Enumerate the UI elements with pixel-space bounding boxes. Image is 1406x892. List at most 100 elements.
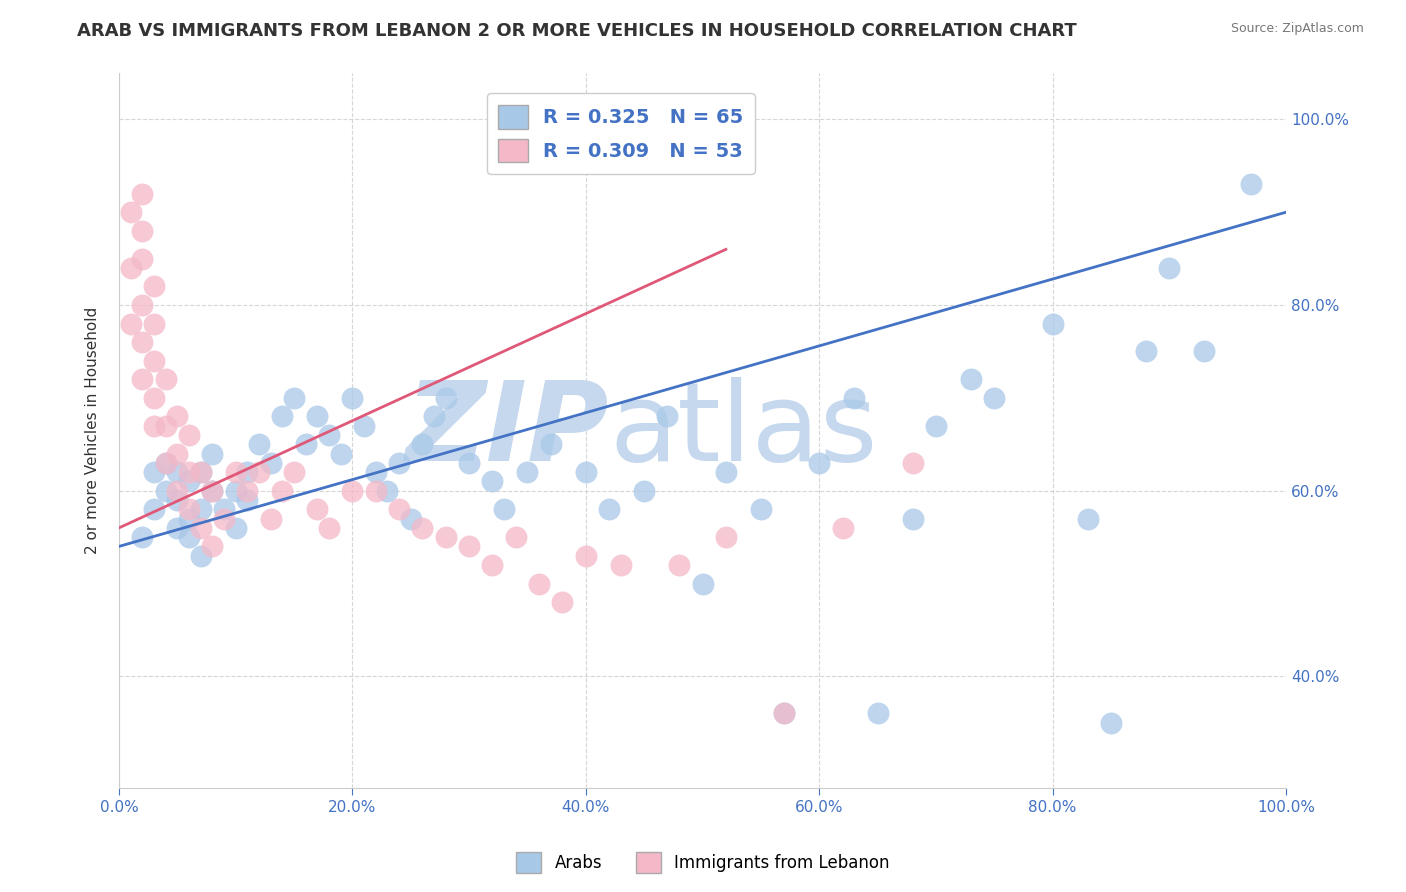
Point	[1159, 260, 1181, 275]
Point	[1077, 511, 1099, 525]
Point	[598, 502, 620, 516]
Point	[808, 456, 831, 470]
Point	[131, 224, 153, 238]
Point	[575, 465, 598, 479]
Point	[1042, 317, 1064, 331]
Point	[411, 437, 433, 451]
Point	[190, 521, 212, 535]
Point	[271, 409, 294, 424]
Point	[155, 372, 177, 386]
Text: atlas: atlas	[609, 376, 877, 483]
Point	[143, 465, 166, 479]
Point	[212, 511, 235, 525]
Point	[271, 483, 294, 498]
Y-axis label: 2 or more Vehicles in Household: 2 or more Vehicles in Household	[86, 307, 100, 554]
Point	[1135, 344, 1157, 359]
Point	[458, 456, 481, 470]
Point	[294, 437, 316, 451]
Point	[120, 205, 142, 219]
Point	[527, 576, 550, 591]
Point	[307, 502, 329, 516]
Point	[307, 409, 329, 424]
Point	[190, 502, 212, 516]
Point	[388, 456, 411, 470]
Point	[236, 493, 259, 508]
Point	[377, 483, 399, 498]
Point	[844, 391, 866, 405]
Point	[143, 279, 166, 293]
Point	[131, 298, 153, 312]
Point	[166, 446, 188, 460]
Point	[773, 706, 796, 721]
Point	[143, 418, 166, 433]
Point	[225, 521, 247, 535]
Point	[283, 465, 305, 479]
Point	[353, 418, 375, 433]
Point	[166, 493, 188, 508]
Point	[364, 483, 387, 498]
Point	[551, 595, 574, 609]
Point	[190, 549, 212, 563]
Point	[494, 502, 516, 516]
Text: ARAB VS IMMIGRANTS FROM LEBANON 2 OR MORE VEHICLES IN HOUSEHOLD CORRELATION CHAR: ARAB VS IMMIGRANTS FROM LEBANON 2 OR MOR…	[77, 22, 1077, 40]
Point	[247, 465, 270, 479]
Point	[342, 391, 364, 405]
Point	[247, 437, 270, 451]
Point	[131, 372, 153, 386]
Point	[201, 483, 224, 498]
Point	[260, 456, 283, 470]
Point	[1194, 344, 1216, 359]
Point	[633, 483, 655, 498]
Point	[177, 475, 200, 489]
Point	[657, 409, 679, 424]
Point	[481, 475, 503, 489]
Point	[143, 391, 166, 405]
Point	[260, 511, 283, 525]
Point	[190, 465, 212, 479]
Point	[434, 391, 457, 405]
Point	[505, 530, 527, 544]
Text: Source: ZipAtlas.com: Source: ZipAtlas.com	[1230, 22, 1364, 36]
Point	[143, 317, 166, 331]
Point	[166, 409, 188, 424]
Point	[236, 465, 259, 479]
Point	[166, 521, 188, 535]
Point	[714, 465, 737, 479]
Point	[131, 252, 153, 266]
Point	[983, 391, 1005, 405]
Point	[177, 530, 200, 544]
Point	[131, 335, 153, 350]
Point	[411, 521, 433, 535]
Point	[131, 530, 153, 544]
Point	[177, 428, 200, 442]
Point	[177, 511, 200, 525]
Point	[236, 483, 259, 498]
Point	[201, 483, 224, 498]
Point	[283, 391, 305, 405]
Point	[143, 502, 166, 516]
Point	[516, 465, 538, 479]
Point	[131, 186, 153, 201]
Point	[423, 409, 446, 424]
Point	[225, 483, 247, 498]
Legend: R = 0.325   N = 65, R = 0.309   N = 53: R = 0.325 N = 65, R = 0.309 N = 53	[486, 94, 755, 174]
Point	[714, 530, 737, 544]
Point	[668, 558, 690, 572]
Point	[481, 558, 503, 572]
Point	[1099, 715, 1122, 730]
Point	[166, 483, 188, 498]
Point	[575, 549, 598, 563]
Point	[925, 418, 948, 433]
Point	[388, 502, 411, 516]
Point	[177, 465, 200, 479]
Point	[773, 706, 796, 721]
Point	[1240, 178, 1263, 192]
Point	[329, 446, 352, 460]
Point	[155, 456, 177, 470]
Point	[225, 465, 247, 479]
Point	[166, 465, 188, 479]
Point	[212, 502, 235, 516]
Point	[364, 465, 387, 479]
Point	[540, 437, 562, 451]
Point	[342, 483, 364, 498]
